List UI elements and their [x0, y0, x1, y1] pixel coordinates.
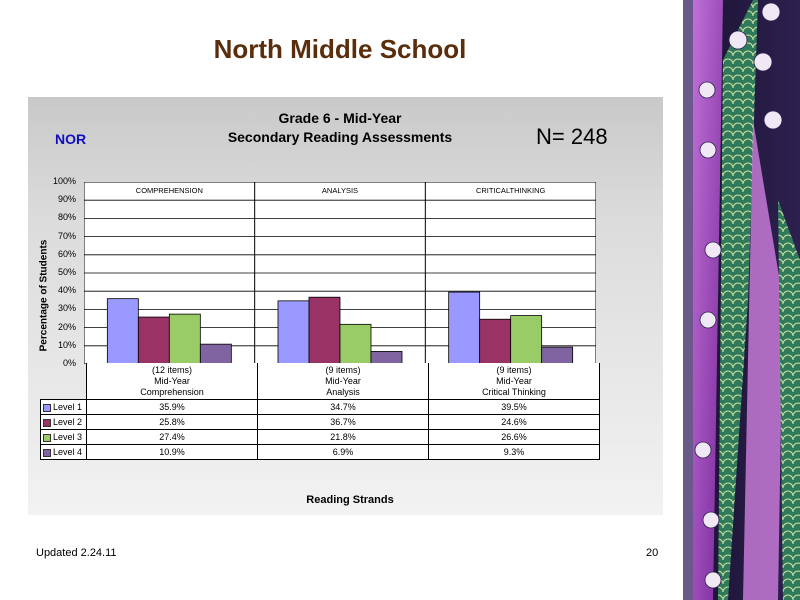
slide-title: North Middle School — [213, 34, 467, 64]
panel-header: ANALYSIS — [322, 186, 358, 195]
bar-plot: COMPREHENSION ANALYSIS CRITICALTHINKING — [84, 182, 596, 364]
y-tick-label: 90% — [57, 194, 76, 205]
school-code: NOR — [55, 131, 87, 147]
legend-label: Level 1 — [53, 402, 83, 412]
bar — [479, 318, 512, 364]
table-cell: 9.3% — [428, 444, 600, 460]
chart-title-line2: Secondary Reading Assessments — [227, 129, 453, 145]
panel-header: COMPREHENSION — [136, 186, 203, 195]
table-cell: 27.4% — [86, 429, 258, 445]
y-tick-label: 60% — [57, 248, 76, 259]
y-tick-label: 30% — [57, 303, 76, 314]
table-row: Level 3 27.4% 21.8% 26.6% — [40, 429, 600, 445]
legend-swatch — [43, 418, 51, 427]
legend-label: Level 3 — [53, 432, 83, 442]
table-row: Level 2 25.8% 36.7% 24.6% — [40, 414, 600, 430]
bar — [370, 351, 403, 364]
legend-cell: Level 4 — [40, 444, 87, 460]
y-tick-label: 10% — [57, 339, 76, 350]
legend-label: Level 4 — [53, 447, 83, 457]
category-period: Mid-Year — [325, 375, 361, 386]
category-cell: (9 items) Mid-Year Analysis — [257, 363, 429, 400]
table-cell: 35.9% — [86, 399, 258, 415]
bar — [168, 313, 201, 364]
table-cell: 25.8% — [86, 414, 258, 430]
x-axis-label: Reading Strands — [306, 494, 394, 506]
y-tick-label: 20% — [57, 321, 76, 332]
category-period: Mid-Year — [154, 375, 190, 386]
bar — [308, 296, 341, 364]
student-count: N= 248 — [536, 124, 608, 149]
table-cell: 34.7% — [257, 399, 429, 415]
legend-label: Level 2 — [53, 417, 83, 427]
table-cell: 10.9% — [86, 444, 258, 460]
category-name: Comprehension — [140, 386, 204, 397]
category-items: (12 items) — [151, 364, 192, 375]
table-cell: 24.6% — [428, 414, 600, 430]
y-tick-label: 50% — [57, 267, 76, 277]
data-table: (12 items) Mid-Year Comprehension (9 ite… — [40, 363, 600, 460]
decorative-border-image — [683, 0, 800, 600]
legend-swatch — [43, 403, 51, 412]
chart-title: Grade 6 - Mid-Year Secondary Reading Ass… — [0, 109, 680, 147]
category-name: Critical Thinking — [482, 386, 546, 397]
chart-title-line1: Grade 6 - Mid-Year — [278, 110, 402, 126]
bar — [510, 315, 543, 364]
bar — [339, 323, 372, 364]
table-cell: 36.7% — [257, 414, 429, 430]
panel-header: CRITICALTHINKING — [476, 186, 546, 195]
legend-cell: Level 3 — [40, 429, 87, 445]
table-row: Level 1 35.9% 34.7% 39.5% — [40, 399, 600, 415]
legend-cell: Level 1 — [40, 399, 87, 415]
bar — [541, 346, 574, 364]
bar — [448, 291, 481, 364]
bar — [199, 343, 232, 364]
bar — [137, 316, 170, 364]
category-cell: (9 items) Mid-Year Critical Thinking — [428, 363, 600, 400]
table-corner — [41, 363, 87, 400]
category-period: Mid-Year — [496, 375, 532, 386]
category-items: (9 items) — [496, 364, 532, 375]
y-tick-label: 0% — [62, 358, 76, 368]
legend-swatch — [43, 448, 51, 457]
y-tick-label: 80% — [57, 212, 76, 223]
category-name: Analysis — [326, 386, 360, 397]
table-cell: 21.8% — [257, 429, 429, 445]
table-cell: 39.5% — [428, 399, 600, 415]
page-number: 20 — [646, 547, 659, 559]
y-tick-label: 40% — [57, 285, 76, 296]
table-row: Level 4 10.9% 6.9% 9.3% — [40, 444, 600, 460]
y-tick-label: 100% — [52, 176, 76, 186]
legend-swatch — [43, 433, 51, 442]
category-items: (9 items) — [325, 364, 361, 375]
updated-date: Updated 2.24.11 — [36, 547, 117, 559]
bar — [106, 298, 139, 364]
y-tick-label: 70% — [57, 230, 76, 241]
table-cell: 26.6% — [428, 429, 600, 445]
table-cell: 6.9% — [257, 444, 429, 460]
category-row: (12 items) Mid-Year Comprehension (9 ite… — [41, 363, 600, 400]
legend-cell: Level 2 — [40, 414, 87, 430]
category-cell: (12 items) Mid-Year Comprehension — [86, 363, 258, 400]
bar — [277, 300, 310, 364]
